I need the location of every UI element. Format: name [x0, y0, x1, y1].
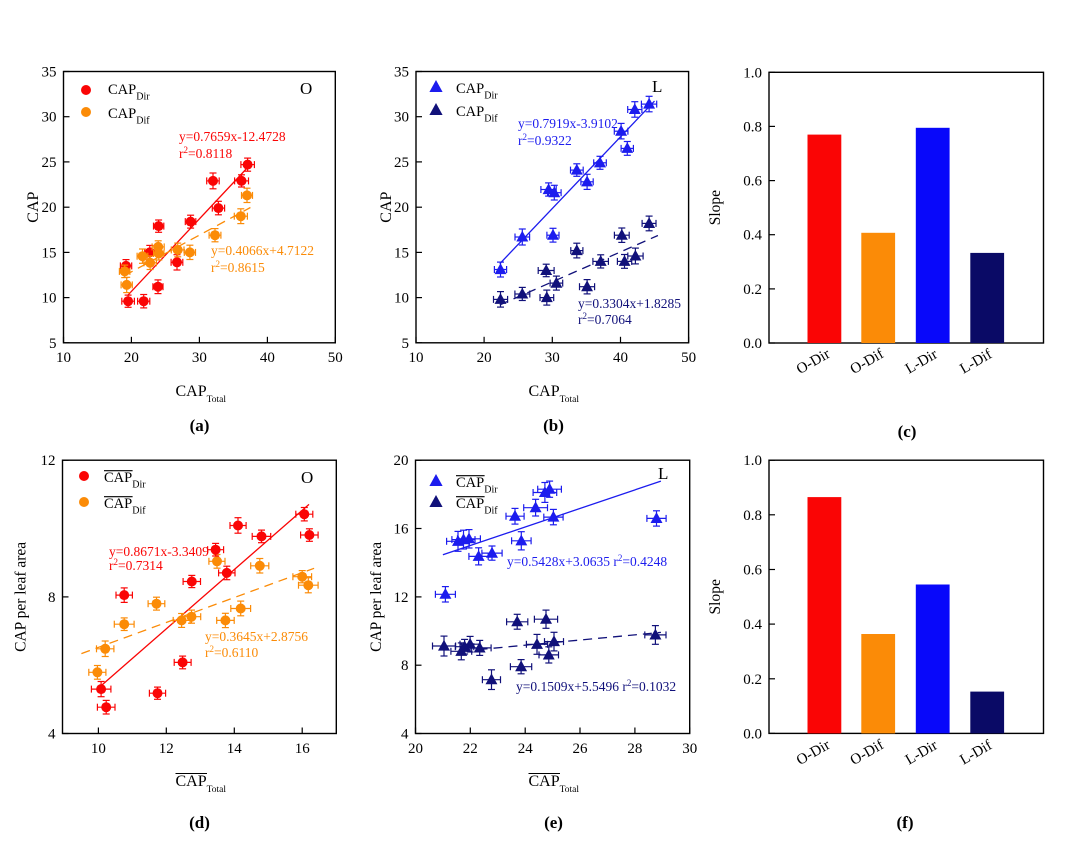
- svg-text:Slope: Slope: [707, 579, 724, 614]
- svg-text:0.0: 0.0: [743, 336, 762, 352]
- svg-text:r2=0.7064: r2=0.7064: [578, 311, 632, 327]
- svg-text:15: 15: [394, 245, 409, 261]
- svg-text:L: L: [658, 464, 668, 483]
- svg-text:0.8: 0.8: [743, 508, 762, 524]
- svg-text:20: 20: [124, 350, 139, 366]
- svg-text:4: 4: [401, 727, 409, 743]
- svg-text:30: 30: [394, 110, 409, 126]
- svg-text:(c): (c): [898, 422, 917, 441]
- svg-text:r2=0.9322: r2=0.9322: [518, 132, 572, 148]
- svg-text:L: L: [652, 77, 662, 96]
- svg-text:0.4: 0.4: [743, 228, 762, 244]
- svg-text:CAP per leaf area: CAP per leaf area: [13, 542, 30, 652]
- svg-text:12: 12: [159, 741, 174, 757]
- svg-text:25: 25: [42, 155, 57, 171]
- svg-text:8: 8: [401, 658, 409, 674]
- svg-text:25: 25: [394, 155, 409, 171]
- svg-text:O: O: [300, 79, 312, 98]
- svg-text:5: 5: [49, 336, 57, 352]
- svg-text:Slope: Slope: [707, 190, 724, 225]
- svg-text:CAP: CAP: [25, 191, 42, 222]
- svg-text:8: 8: [48, 590, 56, 606]
- svg-text:26: 26: [573, 741, 589, 757]
- svg-text:35: 35: [42, 65, 57, 81]
- svg-text:22: 22: [463, 741, 478, 757]
- svg-text:15: 15: [42, 245, 57, 261]
- svg-text:40: 40: [613, 350, 628, 366]
- svg-text:30: 30: [545, 350, 560, 366]
- svg-text:1.0: 1.0: [743, 453, 762, 469]
- svg-text:y=0.7659x-12.4728: y=0.7659x-12.4728: [179, 129, 286, 144]
- svg-text:0.0: 0.0: [743, 726, 762, 742]
- svg-text:20: 20: [477, 350, 492, 366]
- svg-text:30: 30: [682, 741, 697, 757]
- svg-text:20: 20: [394, 453, 409, 469]
- svg-text:y=0.3645x+2.8756: y=0.3645x+2.8756: [205, 629, 308, 644]
- svg-text:20: 20: [408, 741, 423, 757]
- svg-text:12: 12: [394, 590, 409, 606]
- svg-text:(d): (d): [189, 813, 210, 832]
- svg-text:12: 12: [41, 453, 56, 469]
- svg-text:0.6: 0.6: [743, 563, 762, 579]
- svg-text:r2=0.6110: r2=0.6110: [205, 644, 258, 660]
- svg-text:30: 30: [42, 110, 57, 126]
- svg-text:50: 50: [328, 350, 343, 366]
- svg-text:10: 10: [42, 291, 57, 307]
- svg-text:10: 10: [394, 291, 409, 307]
- svg-text:CAP: CAP: [378, 191, 395, 222]
- svg-text:r2=0.8118: r2=0.8118: [179, 145, 232, 161]
- svg-text:y=0.5428x+3.0635 r2=0.4248: y=0.5428x+3.0635 r2=0.4248: [507, 553, 667, 569]
- svg-text:y=0.7919x-3.9102: y=0.7919x-3.9102: [518, 116, 618, 131]
- svg-text:20: 20: [394, 200, 409, 216]
- svg-text:50: 50: [681, 350, 696, 366]
- svg-text:28: 28: [627, 741, 642, 757]
- svg-text:y=0.8671x-3.3409: y=0.8671x-3.3409: [109, 544, 209, 559]
- svg-text:35: 35: [394, 65, 409, 81]
- svg-text:0.2: 0.2: [743, 672, 762, 688]
- svg-text:10: 10: [56, 350, 71, 366]
- svg-text:(b): (b): [543, 416, 564, 435]
- svg-text:0.6: 0.6: [743, 174, 762, 190]
- svg-text:4: 4: [48, 727, 56, 743]
- svg-text:CAP per leaf area: CAP per leaf area: [368, 542, 385, 652]
- svg-text:5: 5: [402, 336, 410, 352]
- svg-text:y=0.3304x+1.8285: y=0.3304x+1.8285: [578, 296, 681, 311]
- svg-text:0.4: 0.4: [743, 617, 762, 633]
- svg-text:0.2: 0.2: [743, 282, 762, 298]
- svg-text:40: 40: [260, 350, 275, 366]
- svg-text:(e): (e): [544, 813, 563, 832]
- svg-text:(f): (f): [897, 813, 914, 832]
- svg-text:r2=0.7314: r2=0.7314: [109, 557, 163, 573]
- svg-text:0.8: 0.8: [743, 119, 762, 135]
- svg-text:r2=0.8615: r2=0.8615: [211, 259, 265, 275]
- svg-text:10: 10: [409, 350, 424, 366]
- svg-text:y=0.1509x+5.5496 r2=0.1032: y=0.1509x+5.5496 r2=0.1032: [516, 678, 676, 694]
- svg-text:10: 10: [91, 741, 106, 757]
- svg-text:16: 16: [295, 741, 311, 757]
- svg-text:16: 16: [394, 522, 410, 538]
- svg-text:20: 20: [42, 200, 57, 216]
- svg-text:30: 30: [192, 350, 207, 366]
- svg-text:14: 14: [227, 741, 243, 757]
- svg-text:1.0: 1.0: [743, 65, 762, 81]
- svg-text:y=0.4066x+4.7122: y=0.4066x+4.7122: [211, 243, 314, 258]
- svg-text:24: 24: [518, 741, 534, 757]
- svg-text:O: O: [301, 468, 313, 487]
- svg-text:(a): (a): [190, 416, 210, 435]
